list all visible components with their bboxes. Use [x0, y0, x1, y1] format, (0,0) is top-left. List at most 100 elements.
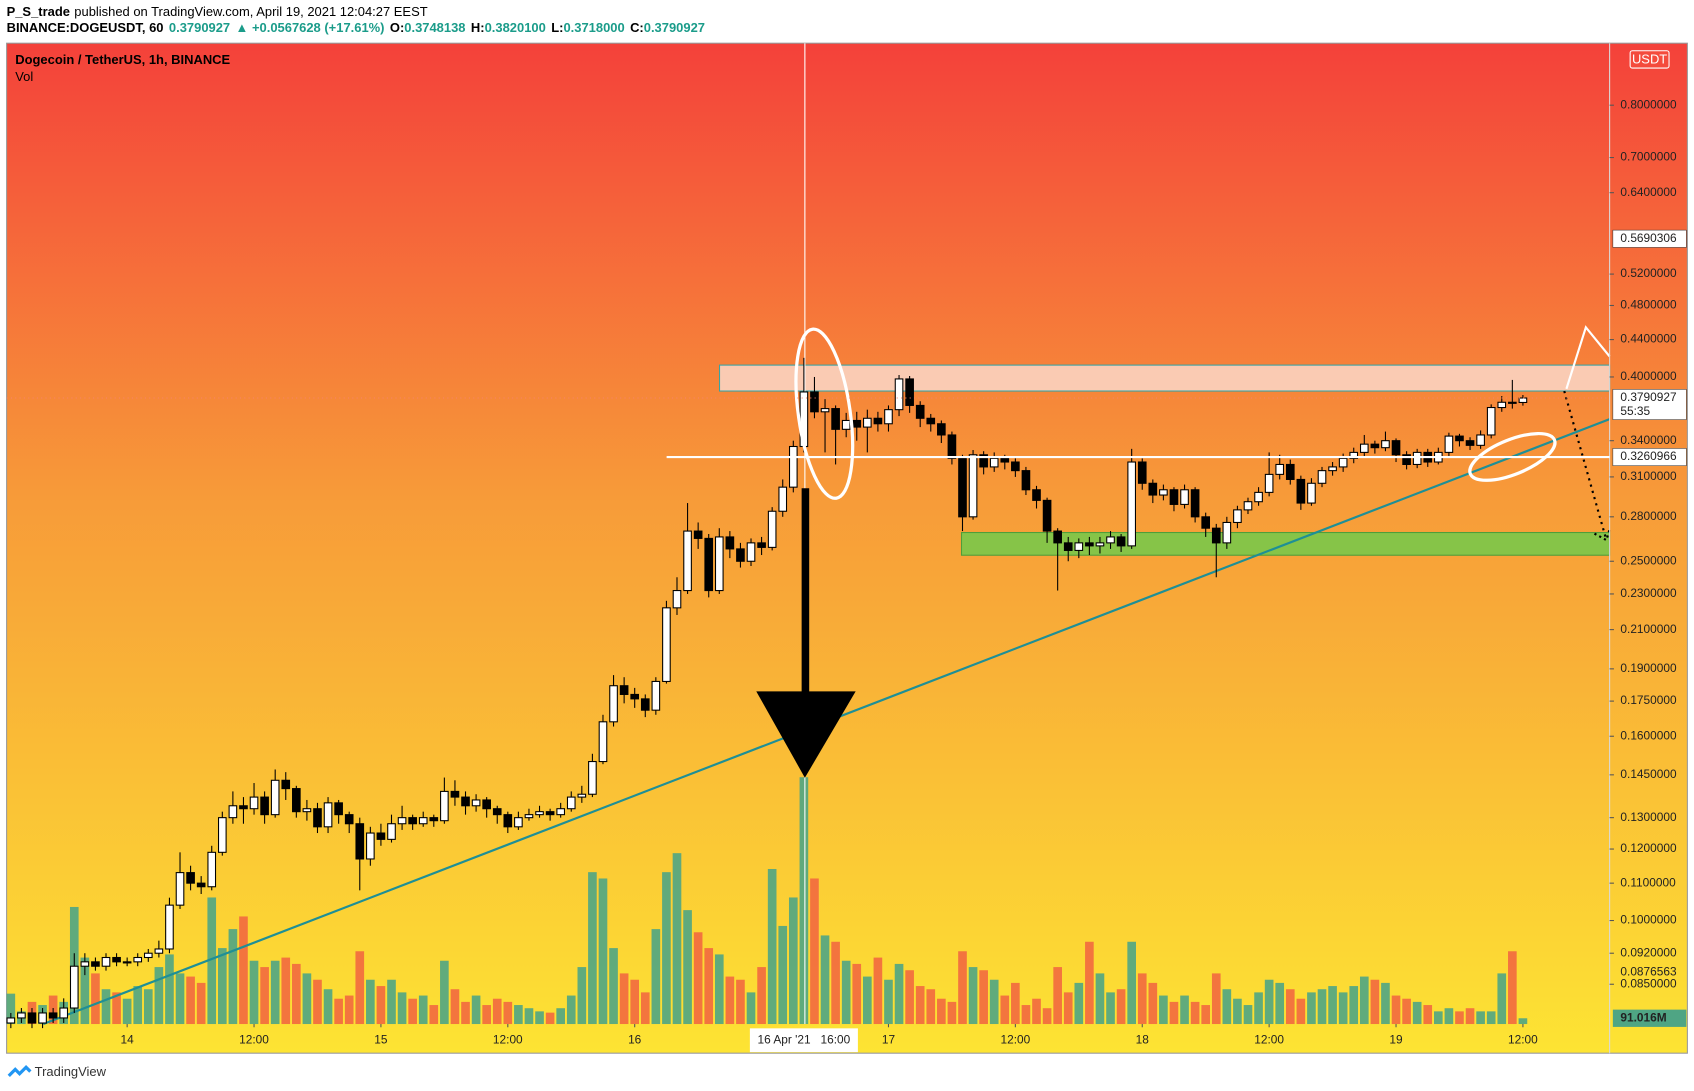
candle-body — [1243, 501, 1253, 511]
candle-body — [1222, 521, 1232, 544]
volume-bar — [186, 976, 195, 1025]
volume-bar — [672, 853, 682, 1025]
volume-bar — [1370, 979, 1380, 1025]
y-tick-label: 0.1450000 — [1620, 767, 1677, 781]
volume-bar — [1233, 998, 1242, 1025]
volume-bar — [165, 954, 174, 1025]
candle-body — [725, 536, 735, 550]
candle-body — [1085, 542, 1094, 547]
candle-body — [471, 799, 481, 807]
ohlc: O:0.3748138 H:0.3820100 L:0.3718000 C:0.379… — [390, 21, 705, 36]
ohlc-key: C: — [630, 21, 644, 36]
candle-body — [1328, 466, 1337, 472]
countdown: 55:35 — [1620, 404, 1650, 418]
candle-body — [1127, 461, 1136, 547]
candle-body — [344, 814, 354, 825]
volume-bar — [1359, 976, 1369, 1025]
ohlc-value: 0.3748138 — [404, 21, 465, 36]
brand: TradingView — [35, 1064, 107, 1079]
volume-bar — [1476, 1011, 1485, 1025]
volume-bar — [598, 878, 608, 1025]
volume-bar — [683, 910, 692, 1025]
volume-bar — [873, 957, 883, 1025]
ohlc-key: H: — [471, 21, 485, 36]
y-tick-label: 0.1100000 — [1620, 875, 1676, 889]
volume-bar — [292, 963, 301, 1025]
volume-bar — [1434, 1011, 1443, 1025]
x-tick-label: 16 — [628, 1032, 642, 1046]
volume-bar — [228, 929, 238, 1025]
y-tick-label: 0.1900000 — [1620, 661, 1677, 675]
volume-bar — [1095, 973, 1105, 1025]
candle-body — [91, 961, 100, 967]
volume-bar — [1328, 986, 1337, 1025]
candle-body — [1159, 489, 1168, 496]
volume-bar — [355, 951, 365, 1025]
candle-body — [704, 537, 714, 592]
volume-bar — [630, 979, 640, 1025]
y-tick-label: 0.1300000 — [1620, 810, 1677, 824]
candle-body — [1063, 542, 1073, 551]
volume-bar — [545, 1012, 555, 1025]
candle-body — [1095, 542, 1105, 547]
volume-bar — [1338, 992, 1348, 1025]
candle-body — [535, 811, 544, 816]
volume-bar — [757, 967, 766, 1025]
candle-body — [249, 796, 259, 810]
x-tick-label: 12:00 — [1254, 1032, 1284, 1046]
currency-badge — [1629, 50, 1670, 69]
volume-bar — [1201, 1005, 1211, 1025]
volume-bar — [112, 992, 121, 1025]
volume-bar — [799, 777, 809, 1025]
volume-bar — [662, 872, 671, 1025]
level-label: 0.3260966 — [1620, 449, 1677, 463]
candle-body — [905, 378, 914, 406]
candle-body — [1254, 491, 1263, 503]
candle-body — [1180, 489, 1189, 505]
y-tick-label: 0.1000000 — [1620, 913, 1677, 927]
volume-bar — [1391, 995, 1401, 1025]
y-tick-label: 0.1600000 — [1620, 728, 1677, 742]
y-tick-label: 0.3400000 — [1620, 433, 1677, 447]
volume-bar — [1137, 973, 1147, 1025]
volume-bar — [1085, 941, 1094, 1025]
volume-bar — [863, 976, 872, 1025]
highlight-ellipse — [1468, 431, 1557, 482]
volume-bar — [1074, 982, 1084, 1025]
candle-body — [968, 454, 978, 518]
candle-body — [482, 799, 491, 810]
volume-bar — [926, 989, 936, 1025]
volume-bar — [133, 986, 143, 1025]
volume-bar — [831, 941, 840, 1025]
ohlc-value: 0.3790927 — [644, 21, 705, 36]
candle-body — [577, 793, 587, 798]
candle-body — [863, 417, 872, 428]
candle-body — [1349, 451, 1359, 459]
volume-bar — [619, 973, 629, 1025]
volume-bar — [1381, 982, 1390, 1025]
volume-bar — [767, 868, 777, 1025]
volume-bar — [461, 1001, 470, 1025]
candle-body — [1000, 457, 1010, 463]
volume-bar — [915, 986, 925, 1025]
volume-bar — [122, 998, 132, 1025]
candle-body — [112, 956, 121, 963]
candle-body — [217, 817, 227, 853]
volume-bar — [778, 925, 788, 1025]
legend-volume: Vol — [15, 69, 33, 84]
x-tick-label: 19 — [1389, 1032, 1403, 1046]
volume-bar — [514, 1005, 523, 1025]
candle-body — [418, 817, 428, 825]
volume-bar — [1021, 1005, 1031, 1025]
candle-body — [270, 779, 280, 816]
candle-body — [873, 417, 883, 425]
candle-body — [302, 808, 312, 813]
candle-body — [313, 808, 322, 828]
volume-bar — [1349, 986, 1359, 1025]
volume-bar — [725, 976, 735, 1025]
volume-bar — [1455, 1011, 1464, 1025]
volume-bar — [989, 979, 999, 1025]
volume-bar — [1159, 995, 1168, 1025]
level-label-box — [1612, 229, 1687, 248]
